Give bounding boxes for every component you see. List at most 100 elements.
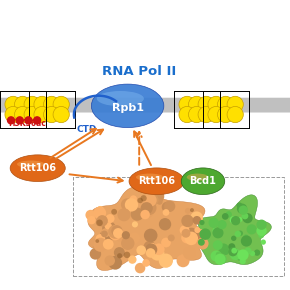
Circle shape [184, 232, 198, 245]
Circle shape [208, 106, 224, 123]
Circle shape [230, 249, 241, 260]
Circle shape [212, 228, 219, 234]
Circle shape [215, 254, 226, 265]
Circle shape [230, 216, 237, 224]
Circle shape [148, 195, 159, 206]
Circle shape [24, 96, 40, 113]
Circle shape [144, 229, 157, 242]
Circle shape [237, 217, 242, 222]
Circle shape [8, 117, 14, 124]
Circle shape [179, 96, 195, 113]
Circle shape [198, 239, 205, 246]
Circle shape [256, 220, 267, 230]
Circle shape [237, 249, 249, 261]
Circle shape [237, 254, 244, 261]
Circle shape [97, 206, 104, 213]
Ellipse shape [10, 155, 65, 182]
Circle shape [95, 216, 101, 222]
Ellipse shape [129, 168, 184, 195]
Circle shape [240, 258, 246, 264]
Circle shape [199, 220, 204, 225]
Circle shape [254, 249, 260, 256]
Circle shape [34, 96, 50, 113]
Circle shape [180, 225, 189, 235]
Circle shape [181, 232, 192, 243]
Circle shape [258, 221, 266, 228]
Circle shape [231, 235, 236, 241]
Circle shape [16, 117, 23, 124]
Circle shape [242, 213, 248, 219]
Text: Bcd1: Bcd1 [190, 176, 216, 186]
Circle shape [200, 231, 206, 238]
Circle shape [258, 232, 264, 238]
Text: CTD: CTD [77, 124, 97, 134]
Circle shape [117, 253, 122, 258]
Circle shape [111, 209, 117, 215]
Circle shape [53, 96, 69, 113]
Text: Rtt106: Rtt106 [138, 176, 175, 186]
Circle shape [144, 241, 156, 253]
Circle shape [196, 229, 208, 242]
Circle shape [213, 240, 223, 250]
Circle shape [34, 117, 41, 124]
Circle shape [185, 208, 191, 214]
Circle shape [150, 189, 164, 204]
Circle shape [100, 229, 114, 243]
Circle shape [93, 238, 108, 252]
Ellipse shape [91, 84, 164, 128]
Circle shape [145, 244, 157, 256]
Circle shape [92, 240, 101, 249]
Circle shape [140, 210, 150, 219]
Circle shape [231, 216, 240, 225]
Circle shape [250, 251, 255, 256]
Circle shape [122, 231, 130, 239]
Circle shape [25, 117, 32, 124]
Ellipse shape [181, 168, 225, 195]
Circle shape [183, 247, 196, 260]
Circle shape [216, 252, 221, 257]
Circle shape [108, 256, 122, 270]
Circle shape [130, 195, 137, 203]
Circle shape [211, 251, 222, 262]
Circle shape [239, 205, 248, 215]
Circle shape [159, 253, 173, 268]
Circle shape [101, 231, 108, 237]
Circle shape [181, 215, 194, 227]
Circle shape [188, 106, 205, 123]
Circle shape [97, 215, 108, 226]
Circle shape [185, 228, 198, 241]
Polygon shape [198, 195, 271, 265]
Circle shape [242, 213, 253, 223]
Circle shape [159, 218, 171, 231]
Circle shape [101, 228, 110, 237]
Circle shape [218, 96, 234, 113]
Circle shape [190, 208, 194, 212]
Circle shape [164, 201, 175, 212]
Circle shape [141, 202, 153, 214]
Circle shape [34, 106, 50, 123]
Circle shape [124, 252, 130, 258]
Text: Rtt106: Rtt106 [19, 163, 56, 173]
Ellipse shape [97, 91, 144, 106]
Circle shape [193, 216, 201, 225]
Circle shape [238, 231, 243, 236]
Circle shape [246, 224, 257, 234]
Circle shape [95, 234, 105, 244]
Circle shape [99, 239, 108, 248]
Circle shape [216, 254, 227, 264]
Circle shape [105, 222, 112, 230]
Circle shape [235, 231, 241, 237]
Circle shape [200, 229, 211, 240]
Ellipse shape [136, 174, 164, 181]
Circle shape [5, 96, 21, 113]
Circle shape [227, 106, 243, 123]
Circle shape [209, 218, 219, 228]
Circle shape [218, 220, 227, 229]
Circle shape [125, 198, 138, 211]
Circle shape [208, 96, 224, 113]
Circle shape [44, 106, 60, 123]
Circle shape [93, 206, 106, 220]
Circle shape [86, 210, 96, 220]
Circle shape [117, 208, 130, 221]
Circle shape [237, 204, 247, 214]
